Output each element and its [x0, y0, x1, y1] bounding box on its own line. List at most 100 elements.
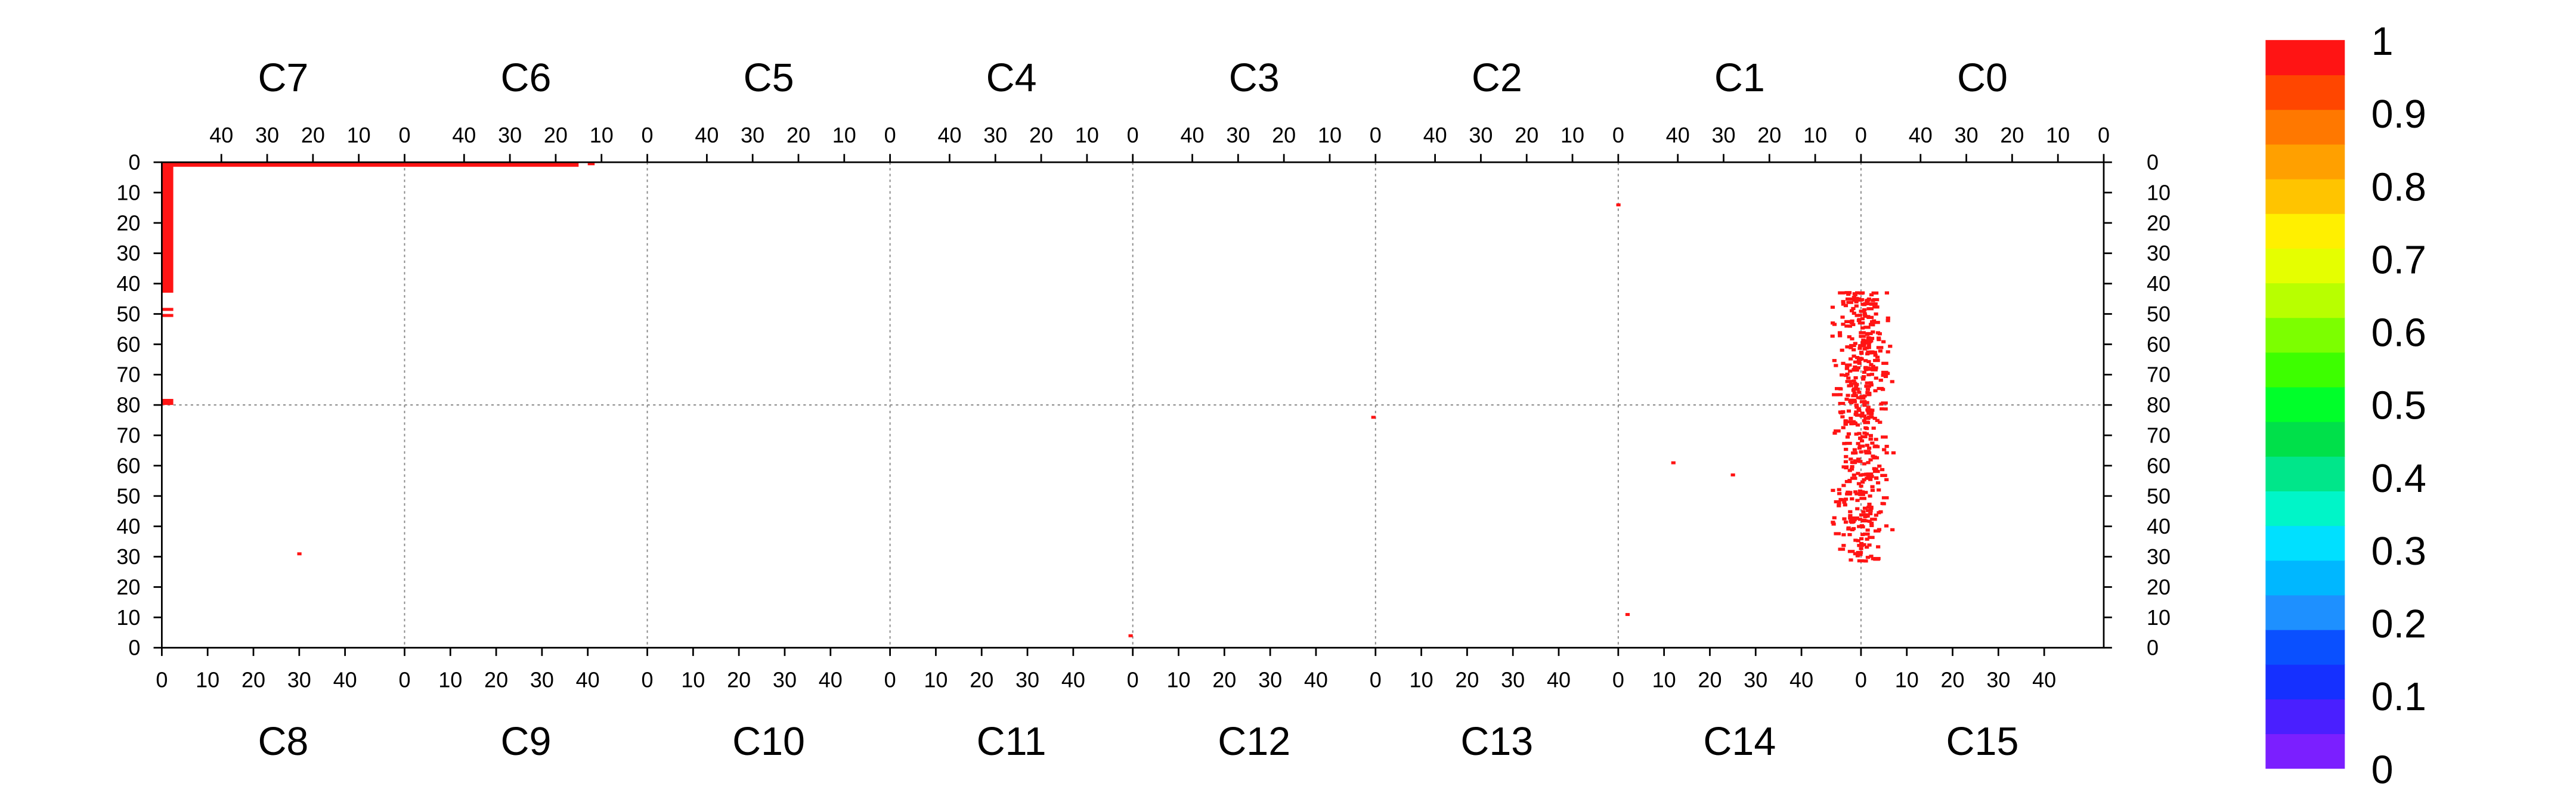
- top-tick-label: 20: [1757, 123, 1781, 147]
- right-tick-label: 30: [2147, 241, 2171, 265]
- cluster-point: [1857, 525, 1862, 528]
- cluster-point: [1859, 292, 1864, 295]
- cluster-point: [1852, 296, 1856, 299]
- colorbar-swatch: [2265, 352, 2345, 388]
- plot-frame: [160, 161, 2105, 649]
- cluster-point: [1869, 302, 1874, 306]
- cluster-point: [1877, 336, 1881, 340]
- right-tick-label: 20: [2147, 575, 2171, 599]
- cluster-point: [1875, 355, 1880, 359]
- cluster-point: [1841, 484, 1846, 487]
- cluster-point: [1851, 306, 1856, 311]
- cluster-point: [1848, 400, 1856, 403]
- top-tick-label: 0: [1855, 123, 1867, 147]
- cluster-point: [1853, 413, 1858, 416]
- data-point: [297, 552, 302, 556]
- left-tick-label: 40: [116, 514, 140, 538]
- top-tick-label: 0: [884, 123, 896, 147]
- cluster-point: [1846, 526, 1851, 530]
- colorbar-swatch: [2265, 213, 2345, 249]
- cluster-point: [1860, 411, 1865, 415]
- cluster-point: [1834, 429, 1841, 433]
- cluster-point: [1857, 361, 1862, 365]
- colorbar-swatch: [2265, 456, 2345, 491]
- cluster-point: [1881, 401, 1888, 405]
- cluster-point: [1840, 415, 1845, 419]
- cluster-point: [1869, 336, 1875, 340]
- right-tick-label: 60: [2147, 453, 2171, 478]
- cluster-point: [1841, 323, 1846, 326]
- cluster-point: [1840, 348, 1844, 352]
- cluster-point: [1849, 467, 1854, 471]
- cluster-point: [1864, 346, 1869, 350]
- cluster-point: [1868, 381, 1874, 385]
- colorbar-tick-label: 0: [2371, 748, 2394, 792]
- top-tick-label: 30: [983, 123, 1007, 147]
- cluster-point: [1870, 441, 1875, 445]
- cluster-point: [1861, 377, 1866, 381]
- cluster-point: [1876, 545, 1881, 549]
- colorbar-swatch: [2265, 40, 2345, 76]
- cluster-point: [1852, 448, 1857, 451]
- colorbar-tick-label: 0.6: [2371, 311, 2426, 355]
- cluster-point: [1831, 521, 1835, 524]
- cluster-point: [1834, 387, 1842, 391]
- cluster-point: [1842, 517, 1847, 521]
- cluster-point: [1832, 431, 1837, 435]
- data-point: [1371, 416, 1376, 419]
- cluster-point: [1869, 521, 1874, 525]
- right-tick-label: 20: [2147, 210, 2171, 235]
- top-tick-label: 0: [1127, 123, 1139, 147]
- cluster-point: [1848, 514, 1853, 518]
- cluster-point: [1849, 416, 1853, 420]
- cluster-point: [1857, 559, 1865, 563]
- right-tick-label: 10: [2147, 605, 2171, 630]
- cluster-point: [1862, 506, 1868, 510]
- panel-label-bottom: C11: [977, 720, 1046, 764]
- bottom-tick-label: 40: [1789, 668, 1813, 692]
- cluster-point: [1865, 537, 1869, 541]
- cluster-point: [1854, 385, 1859, 388]
- left-tick-label: 70: [116, 423, 140, 448]
- cluster-point: [1881, 340, 1886, 343]
- cluster-point: [1873, 358, 1880, 363]
- cluster-point: [1855, 388, 1860, 391]
- cluster-point: [1881, 361, 1888, 365]
- top-tick-label: 20: [301, 123, 325, 147]
- top-tick-label: 10: [1561, 123, 1584, 147]
- cluster-point: [1846, 301, 1853, 304]
- cluster-point: [1860, 532, 1865, 537]
- cluster-point: [1849, 383, 1854, 386]
- cluster-point: [1870, 350, 1875, 354]
- cluster-point: [1871, 367, 1876, 370]
- bottom-tick-label: 0: [1370, 668, 1382, 692]
- top-tick-label: 10: [590, 123, 614, 147]
- cluster-point: [1846, 490, 1850, 494]
- cluster-point: [1885, 371, 1890, 375]
- cluster-point: [1851, 389, 1856, 392]
- cluster-point: [1840, 315, 1845, 319]
- top-tick-label: 10: [1075, 123, 1099, 147]
- colorbar-swatch: [2265, 283, 2345, 318]
- right-y-ticks: 0 10 20 30 40 50 60 70 80 70 60 50 40 30 20 10 0: [2104, 150, 2171, 660]
- top-tick-label: 0: [2098, 123, 2110, 147]
- cluster-point: [1850, 337, 1854, 340]
- cluster-point: [1870, 408, 1875, 412]
- bottom-tick-label: 10: [1895, 668, 1919, 692]
- right-tick-label: 30: [2147, 544, 2171, 569]
- cluster-point: [1838, 334, 1843, 338]
- cluster-point: [1837, 504, 1841, 507]
- cluster-point: [1858, 473, 1863, 477]
- cluster-point: [1888, 345, 1893, 348]
- cluster-point: [1881, 496, 1889, 500]
- cluster-point: [1866, 476, 1871, 479]
- cluster-point: [1871, 291, 1879, 295]
- right-tick-label: 10: [2147, 180, 2171, 205]
- cluster-point: [1863, 359, 1868, 363]
- cluster-point: [1854, 459, 1859, 463]
- cluster-point: [1854, 300, 1859, 304]
- cluster-point: [1856, 457, 1861, 461]
- bottom-tick-label: 10: [924, 668, 948, 692]
- bottom-tick-label: 30: [1986, 668, 2010, 692]
- cluster-point: [1856, 318, 1862, 323]
